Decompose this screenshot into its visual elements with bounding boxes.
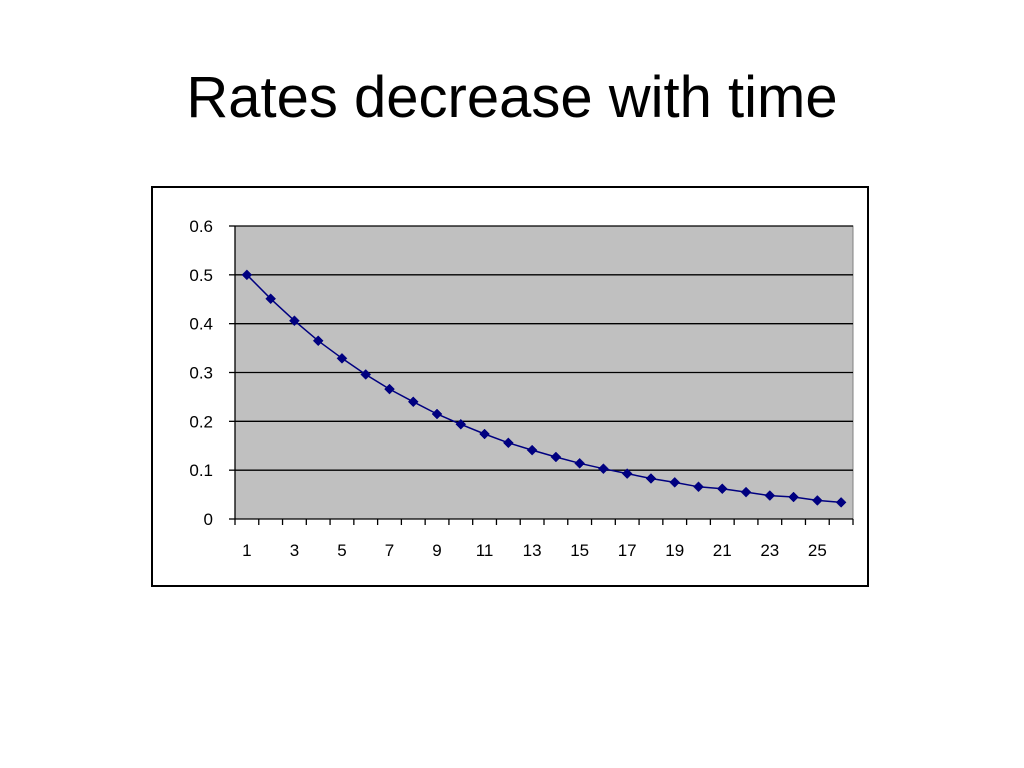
data-point-marker xyxy=(693,481,704,493)
data-point-marker xyxy=(312,335,324,347)
data-point-marker xyxy=(289,315,300,327)
x-tick-label: 25 xyxy=(808,541,827,560)
y-tick-label: 0.6 xyxy=(189,217,213,236)
data-point-marker xyxy=(764,490,776,501)
data-point-marker xyxy=(645,473,657,484)
x-tick-label: 23 xyxy=(760,541,779,560)
x-tick-label: 11 xyxy=(476,541,494,560)
data-point-marker xyxy=(835,497,847,508)
data-point-marker xyxy=(431,408,443,420)
data-point-marker xyxy=(479,428,490,440)
y-tick-label: 0.1 xyxy=(189,461,213,480)
x-tick-label: 9 xyxy=(432,541,441,560)
y-tick-label: 0.4 xyxy=(189,315,213,334)
data-point-marker xyxy=(574,457,586,469)
chart-frame: 0 0.1 0.2 0.3 0.4 0.5 0.6 1 3 5 7 9 11 13 15 17 19 21 23 25 xyxy=(151,186,869,587)
data-point-marker xyxy=(336,352,348,364)
gridlines xyxy=(235,225,853,471)
slide-title: Rates decrease with time xyxy=(186,65,838,130)
data-point-marker xyxy=(502,437,514,449)
data-point-marker xyxy=(716,483,728,495)
y-tick-label: 0.3 xyxy=(189,364,213,383)
data-point-marker xyxy=(740,486,752,498)
x-tick-label: 5 xyxy=(337,541,346,560)
x-tick-label: 17 xyxy=(618,541,637,560)
y-tick-label: 0 xyxy=(204,510,213,529)
data-point-marker xyxy=(811,495,823,506)
tick-labels: 00.10.20.30.40.50.61 3 5 7 9 11 13 15 17 19 21 23 25 xyxy=(189,217,826,560)
data-point-marker xyxy=(598,463,609,475)
data-point-marker xyxy=(241,269,253,281)
series-layer xyxy=(241,269,847,508)
x-tick-label: 3 xyxy=(290,541,299,560)
data-point-marker xyxy=(621,468,633,479)
line-chart: 00.10.20.30.40.50.61 3 5 7 9 11 13 15 17 19 21 23 25 xyxy=(189,217,854,560)
data-point-marker xyxy=(455,418,467,430)
data-point-marker xyxy=(384,383,395,395)
data-point-marker xyxy=(360,369,372,380)
data-point-marker xyxy=(669,477,681,488)
y-tick-label: 0.2 xyxy=(189,412,213,431)
x-tick-label: 21 xyxy=(713,541,732,560)
x-tick-label: 1 xyxy=(242,541,251,560)
data-point-marker xyxy=(788,491,799,503)
x-tick-label: 15 xyxy=(570,541,589,560)
x-tick-label: 13 xyxy=(523,541,542,560)
data-point-marker xyxy=(526,444,538,456)
data-point-marker xyxy=(265,293,277,305)
data-point-marker xyxy=(550,451,562,463)
x-tick-label: 7 xyxy=(385,541,394,560)
axes xyxy=(229,225,854,525)
data-point-marker xyxy=(407,396,419,408)
x-tick-label: 19 xyxy=(665,541,684,560)
y-tick-label: 0.5 xyxy=(189,266,213,285)
